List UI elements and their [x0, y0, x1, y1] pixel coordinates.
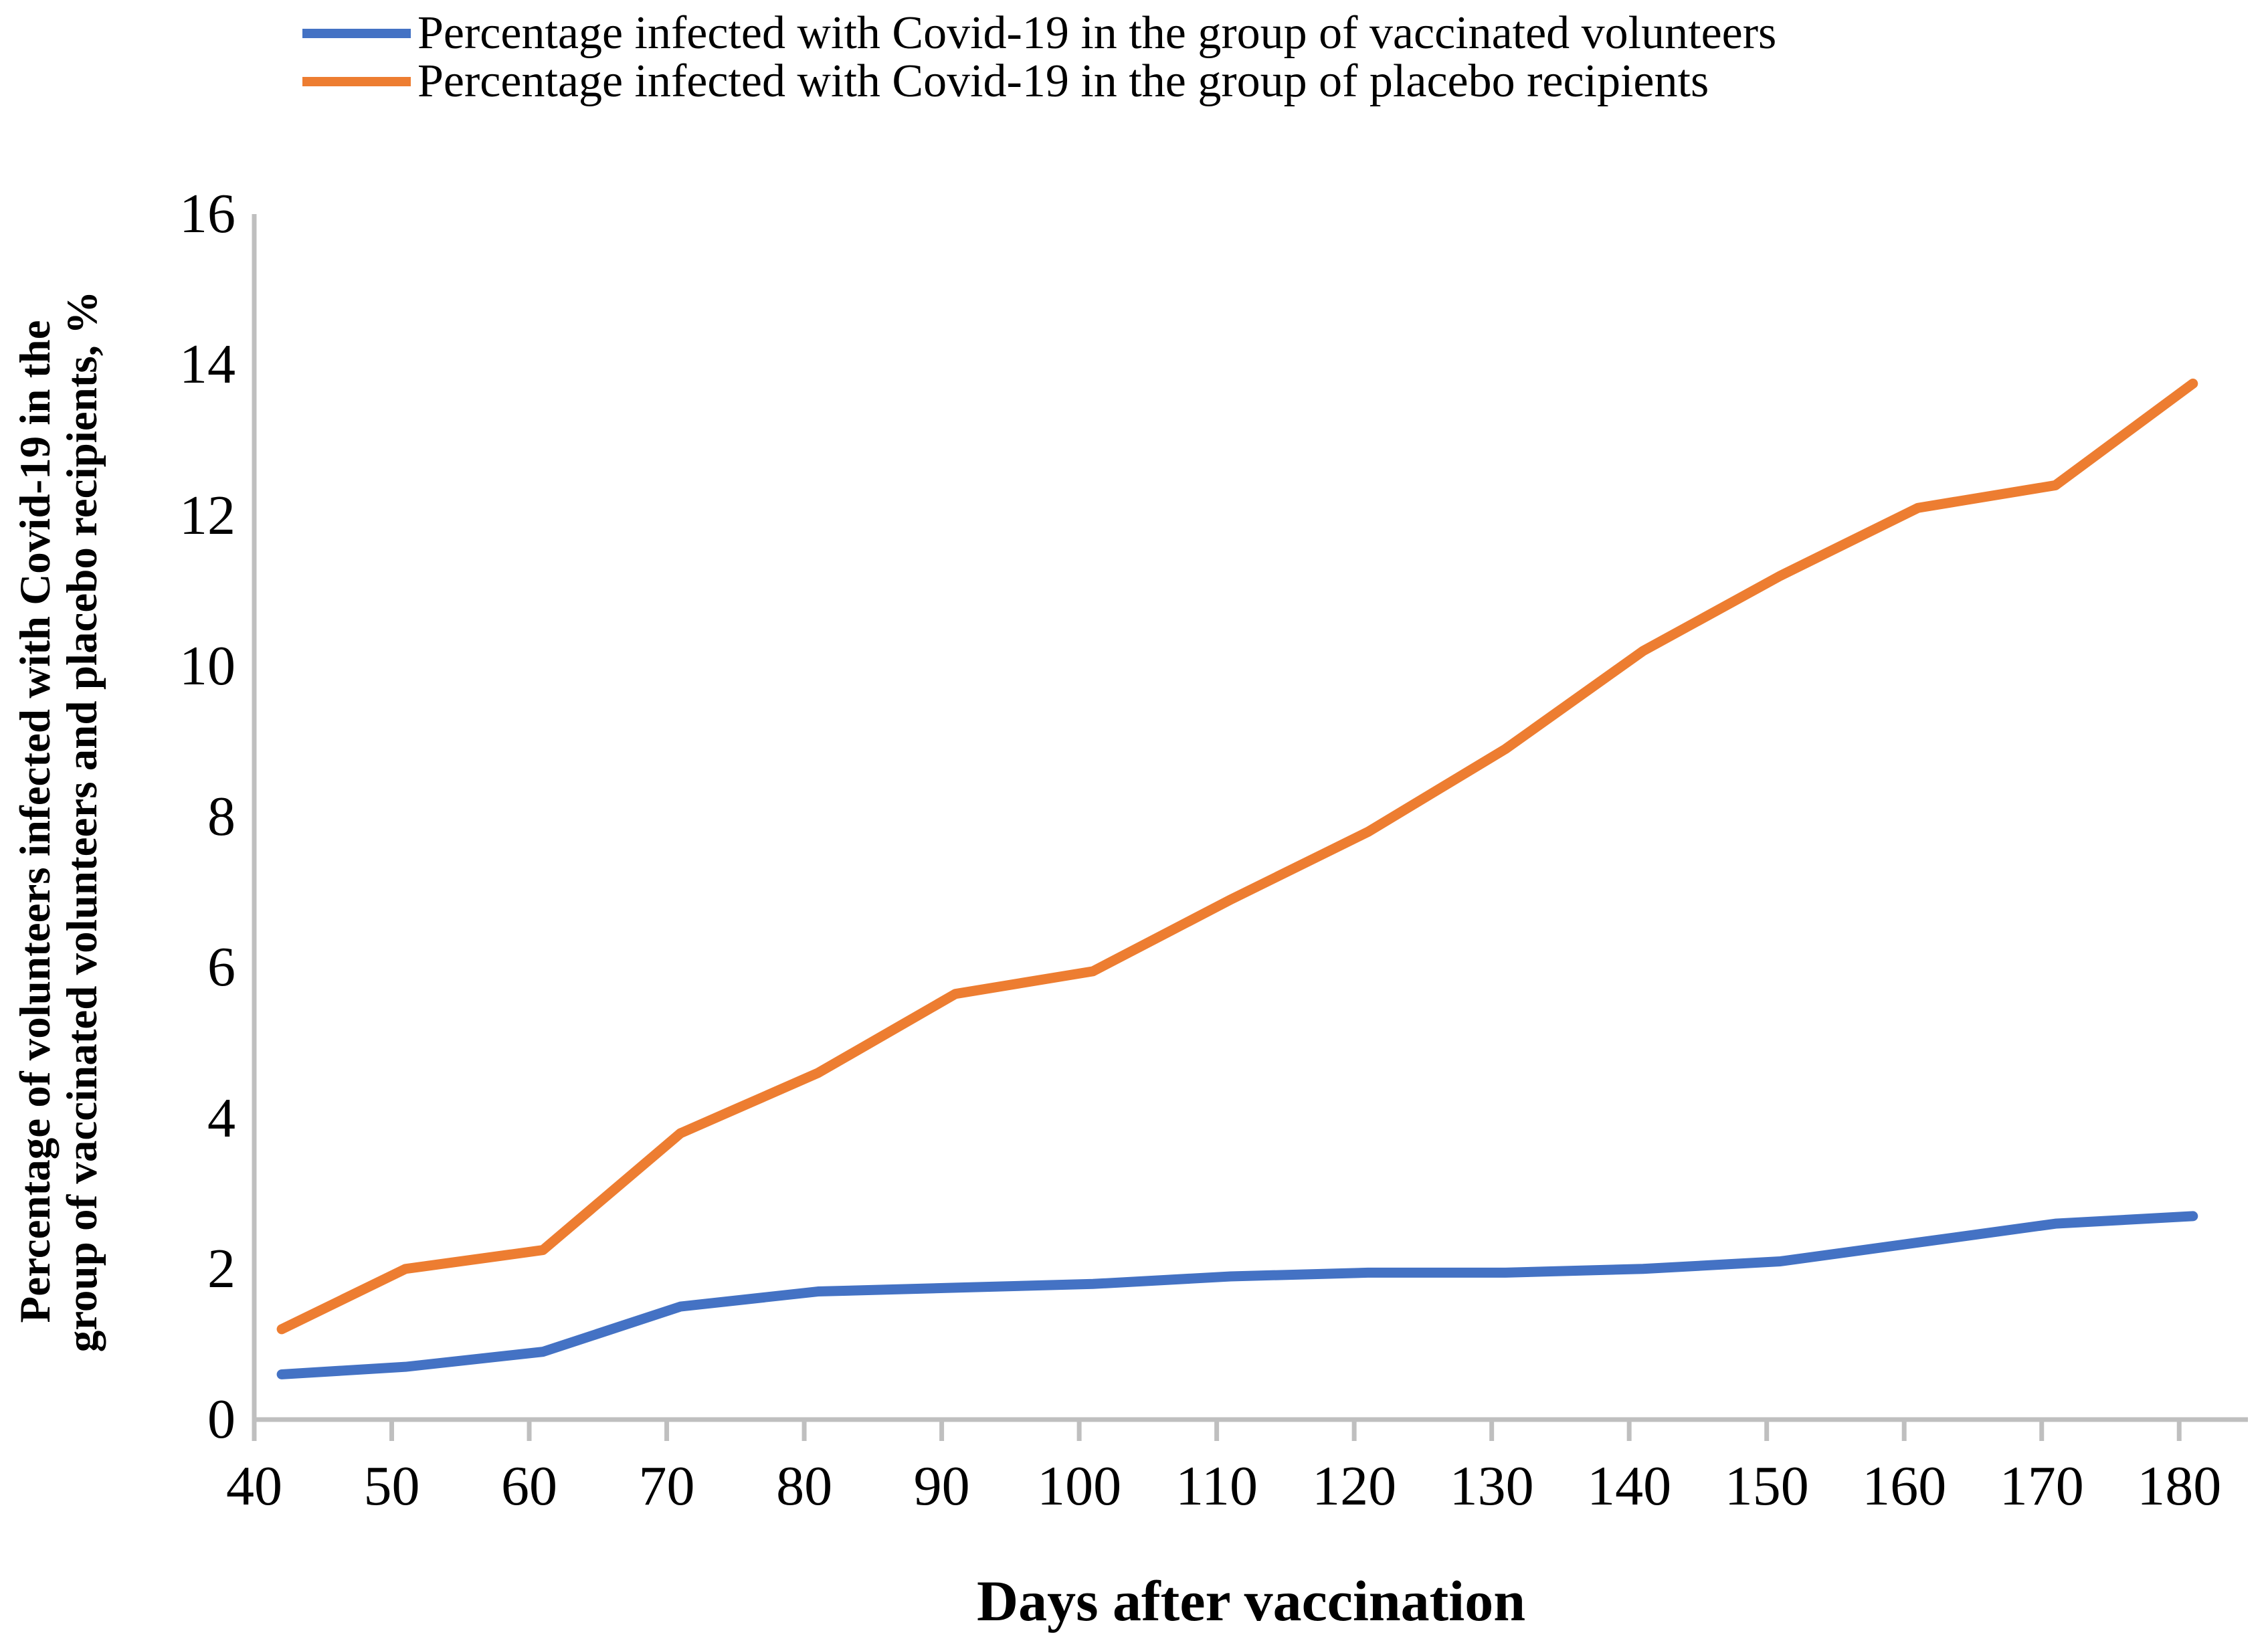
x-tick-label: 80 [776, 1455, 833, 1517]
x-tick-label: 150 [1724, 1455, 1809, 1517]
x-tick-label: 120 [1312, 1455, 1397, 1517]
legend-swatch [302, 77, 411, 86]
y-tick-label: 10 [179, 634, 235, 697]
y-tick-label: 14 [179, 333, 235, 396]
y-tick-label: 4 [207, 1086, 235, 1149]
legend-label: Percentage infected with Covid-19 in the… [417, 7, 1777, 59]
x-axis-title: Days after vaccination [976, 1569, 1526, 1633]
y-tick-label: 0 [207, 1388, 235, 1450]
x-tick-label: 160 [1862, 1455, 1947, 1517]
x-tick-label: 90 [913, 1455, 970, 1517]
x-tick-label: 70 [638, 1455, 695, 1517]
x-tick-label: 110 [1175, 1455, 1258, 1517]
legend-item: Percentage infected with Covid-19 in the… [302, 58, 1776, 106]
series-line [276, 378, 2198, 1335]
x-tick-label: 180 [2137, 1455, 2222, 1517]
x-tick-label: 40 [226, 1455, 282, 1517]
x-tick-label: 100 [1037, 1455, 1122, 1517]
legend-swatch [302, 29, 411, 38]
y-tick-label: 6 [207, 936, 235, 999]
y-tick-label: 12 [179, 484, 235, 547]
x-tick-label: 60 [501, 1455, 558, 1517]
x-tick-label: 140 [1587, 1455, 1672, 1517]
series-line [276, 1211, 2198, 1379]
legend-item: Percentage infected with Covid-19 in the… [302, 9, 1776, 58]
y-tick-label: 8 [207, 785, 235, 848]
x-tick-label: 130 [1449, 1455, 1534, 1517]
legend: Percentage infected with Covid-19 in the… [302, 9, 1776, 106]
x-tick-label: 170 [1999, 1455, 2084, 1517]
legend-label: Percentage infected with Covid-19 in the… [417, 56, 1709, 107]
y-tick-label: 2 [207, 1237, 235, 1300]
x-tick-label: 50 [363, 1455, 420, 1517]
y-tick-label: 16 [179, 183, 235, 245]
